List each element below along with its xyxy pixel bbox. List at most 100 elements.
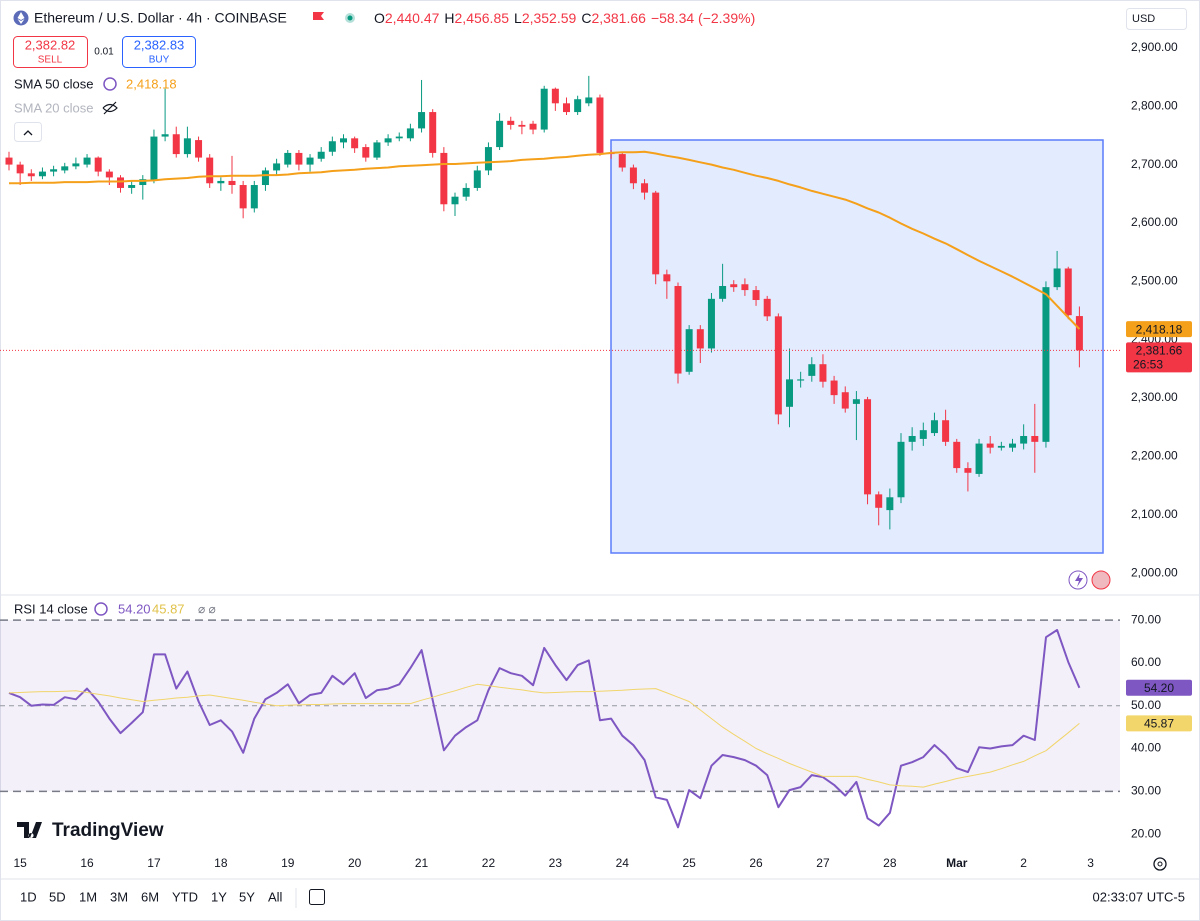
candle-body bbox=[473, 170, 481, 188]
candle-body bbox=[306, 157, 314, 165]
na-icons: ⌀ ⌀ bbox=[198, 602, 216, 616]
bar-countdown: 26:53 bbox=[1133, 358, 1163, 372]
candle-body bbox=[574, 99, 582, 113]
rectangle-drawing[interactable] bbox=[610, 139, 1104, 554]
candle-body bbox=[618, 154, 626, 168]
flag-icon[interactable] bbox=[313, 12, 324, 20]
last-value-tag bbox=[1126, 715, 1192, 732]
sma-legend-name[interactable]: SMA 50 close bbox=[14, 76, 94, 91]
goto-date-button[interactable] bbox=[309, 889, 325, 905]
ohlc-label: C bbox=[581, 10, 591, 26]
candle-body bbox=[629, 167, 637, 184]
events-icon[interactable] bbox=[1091, 570, 1111, 590]
candle-body bbox=[406, 128, 414, 139]
candle-body bbox=[663, 274, 671, 282]
x-tick-label: 16 bbox=[80, 856, 94, 870]
candle-body bbox=[908, 435, 916, 442]
candle-body bbox=[418, 112, 426, 129]
market-status[interactable] bbox=[347, 15, 353, 21]
candle-body bbox=[707, 298, 715, 349]
buy-button[interactable] bbox=[122, 36, 196, 68]
candle-body bbox=[975, 443, 983, 474]
sync-icon[interactable] bbox=[94, 602, 108, 616]
ohlc-label: L bbox=[514, 10, 522, 26]
x-tick-label: 17 bbox=[147, 856, 161, 870]
candle-body bbox=[696, 329, 704, 349]
candle-body bbox=[585, 97, 593, 104]
candle-body bbox=[16, 164, 24, 174]
y-tick-label: 2,300.00 bbox=[1131, 390, 1178, 404]
symbol-title[interactable]: Ethereum / U.S. Dollar · 4h · COINBASE bbox=[34, 10, 287, 26]
timeframe-button[interactable]: All bbox=[268, 889, 283, 904]
candle-body bbox=[1020, 435, 1028, 444]
x-tick-label: 26 bbox=[749, 856, 763, 870]
candle-body bbox=[139, 179, 147, 186]
candle-body bbox=[1009, 443, 1016, 448]
candle-body bbox=[919, 430, 927, 439]
candle-body bbox=[351, 138, 359, 149]
candle-body bbox=[685, 329, 693, 372]
x-tick-label: Mar bbox=[946, 856, 968, 870]
candle-body bbox=[942, 420, 950, 442]
logo-text[interactable]: TradingView bbox=[52, 820, 164, 841]
x-tick-label: 27 bbox=[816, 856, 830, 870]
timeframe-button[interactable]: 6M bbox=[141, 889, 159, 904]
candle-body bbox=[529, 123, 537, 130]
timeframe-bar: 1D 5D 1M 3M 6M YTD 1Y 5Y All bbox=[20, 889, 283, 904]
y-tick-label: 2,800.00 bbox=[1131, 98, 1178, 112]
candle-body bbox=[953, 441, 961, 469]
candle-body bbox=[217, 180, 225, 184]
timeframe-button[interactable]: YTD bbox=[172, 889, 198, 904]
x-tick-label: 3 bbox=[1087, 856, 1094, 870]
candle-body bbox=[150, 136, 158, 181]
candle-body bbox=[518, 124, 526, 127]
candle-body bbox=[273, 163, 281, 171]
bolt bbox=[1075, 573, 1083, 587]
last-value-label: 54.20 bbox=[1144, 681, 1174, 695]
candle-body bbox=[484, 147, 492, 171]
candle-body bbox=[72, 163, 80, 167]
timeframe-button[interactable]: 1D bbox=[20, 889, 37, 904]
current-price-tag bbox=[1126, 342, 1192, 373]
y-tick-label: 60.00 bbox=[1131, 655, 1161, 669]
buy-label: BUY bbox=[149, 55, 170, 66]
sma-legend-value: 2,418.18 bbox=[126, 76, 177, 91]
y-tick-label: 2,500.00 bbox=[1131, 273, 1178, 287]
sync-icon[interactable] bbox=[103, 77, 117, 91]
timeframe-button[interactable]: 1Y bbox=[211, 889, 227, 904]
candle-body bbox=[340, 138, 347, 143]
y-tick-label: 70.00 bbox=[1131, 612, 1161, 626]
timeframe-button[interactable]: 3M bbox=[110, 889, 128, 904]
eye-off-icon[interactable] bbox=[102, 101, 118, 115]
candle-body bbox=[50, 169, 58, 172]
candle-body bbox=[652, 192, 660, 275]
y-tick-label: 2,100.00 bbox=[1131, 507, 1178, 521]
y-tick-label: 20.00 bbox=[1131, 826, 1161, 840]
timeframe-button[interactable]: 5D bbox=[49, 889, 66, 904]
currency-button[interactable] bbox=[1126, 8, 1187, 30]
candle-body bbox=[1031, 435, 1039, 442]
x-tick-label: 18 bbox=[214, 856, 228, 870]
candle-body bbox=[730, 284, 738, 288]
settings-button[interactable] bbox=[1153, 857, 1167, 871]
candle-body bbox=[897, 441, 905, 498]
candle-body bbox=[774, 316, 782, 415]
ohlc-value: 2,440.47 bbox=[385, 10, 440, 26]
candle-body bbox=[841, 392, 849, 409]
current-price-label: 2,381.66 bbox=[1136, 344, 1183, 358]
spread: 0.01 bbox=[94, 47, 114, 58]
timeframe-button[interactable]: 5Y bbox=[239, 889, 255, 904]
rsi-legend-name[interactable]: RSI 14 close bbox=[14, 601, 88, 616]
candle-body bbox=[819, 364, 827, 382]
timeframe-button[interactable]: 1M bbox=[79, 889, 97, 904]
candle-body bbox=[719, 285, 727, 299]
hidden-indicator[interactable]: SMA 20 close bbox=[14, 100, 94, 115]
collapse-button[interactable] bbox=[14, 122, 42, 142]
sell-button[interactable] bbox=[13, 36, 88, 68]
candle-body bbox=[362, 147, 370, 158]
candle-body bbox=[117, 177, 124, 188]
settings-hub bbox=[1157, 861, 1163, 867]
sell-price: 2,382.82 bbox=[25, 37, 76, 52]
change: −58.34 (−2.39%) bbox=[651, 10, 755, 26]
candle-body bbox=[172, 134, 180, 155]
